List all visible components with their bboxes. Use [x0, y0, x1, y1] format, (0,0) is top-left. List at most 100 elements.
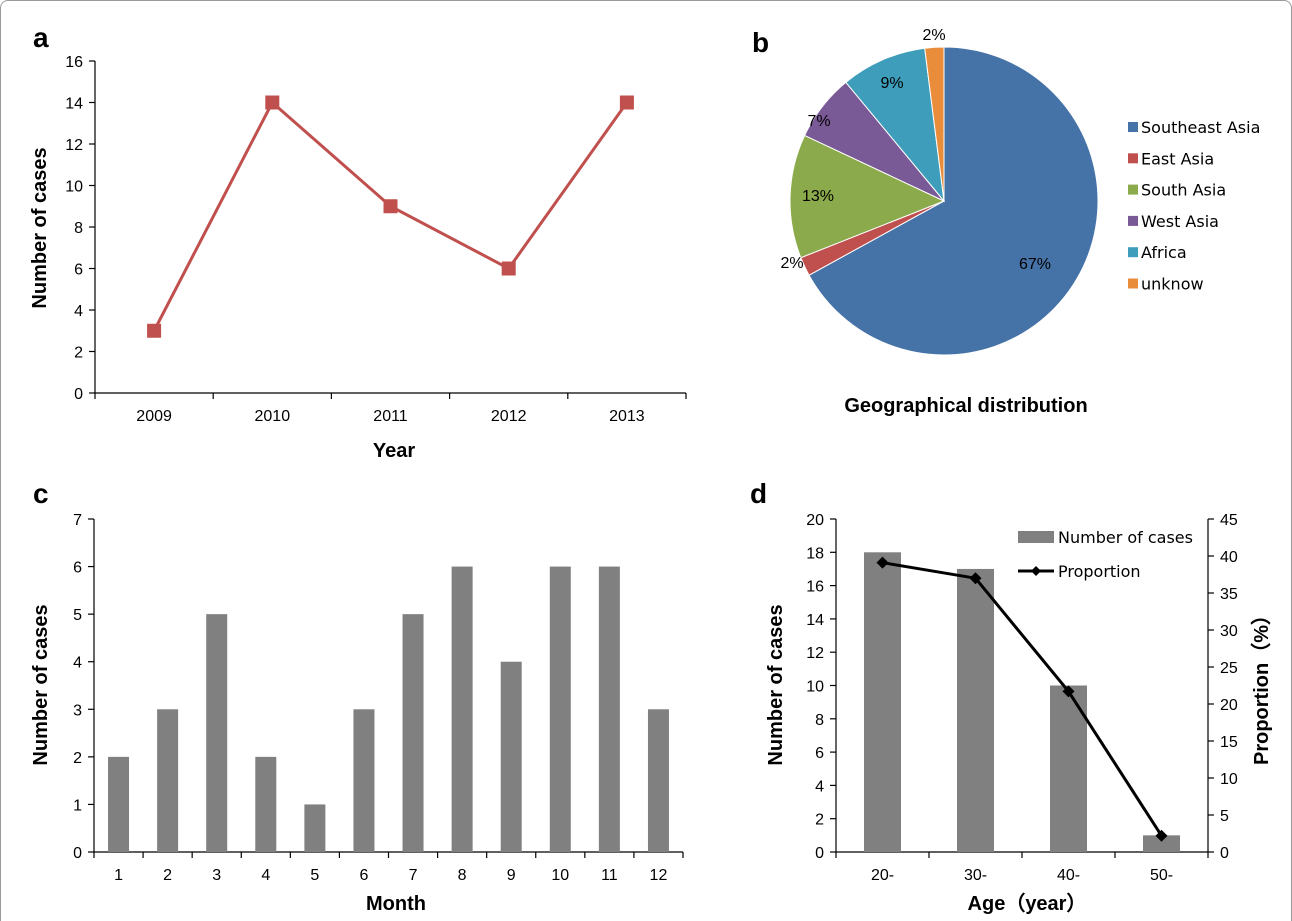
- slice-label: 13%: [802, 188, 834, 205]
- panel-label-c: c: [33, 478, 49, 509]
- y-tick-label: 2: [815, 812, 824, 829]
- bar: [1143, 835, 1180, 852]
- legend-label: Southeast Asia: [1141, 118, 1260, 137]
- series-line: [152, 100, 629, 332]
- y-tick-label: 20: [806, 512, 824, 529]
- legend-label: West Asia: [1141, 212, 1219, 231]
- slice-label: 2%: [780, 255, 803, 272]
- bar: [864, 552, 901, 852]
- y-tick-label: 14: [806, 612, 824, 629]
- chart-a-axes: 0 2 4 6 8 10 12 14 16 2009 2010 2011 2012 2013: [65, 54, 687, 425]
- y-right-tick-label: 25: [1220, 660, 1238, 677]
- x-tick-label: 5: [310, 867, 319, 884]
- x-tick-label: 4: [261, 867, 270, 884]
- y-tick-label: 6: [74, 262, 83, 279]
- chart-d-xlabel: Age（year）: [968, 892, 1087, 915]
- x-tick-label: 30-: [964, 867, 987, 884]
- slice-label: 2%: [922, 27, 945, 44]
- legend-label: South Asia: [1141, 181, 1226, 200]
- y-tick-label: 3: [73, 702, 82, 719]
- chart-a-marks: [147, 95, 634, 338]
- chart-c-marks: [108, 566, 669, 852]
- proportion-point: [1062, 685, 1075, 698]
- legend-marker: [1031, 566, 1041, 576]
- panel-label-a: a: [33, 22, 49, 53]
- chart-d-age-combo: 0 2 4 6 8 10 12 14 16 18 20 0 5 10 15 20 25 30 35 40 45 20- 30…: [765, 512, 1273, 915]
- chart-d-marks: [864, 552, 1180, 852]
- bar: [353, 709, 375, 852]
- bar: [108, 756, 130, 852]
- proportion-point: [969, 572, 982, 585]
- data-point: [501, 261, 516, 276]
- data-point: [265, 95, 280, 110]
- y-tick-label: 18: [806, 545, 824, 562]
- data-point: [619, 95, 634, 110]
- chart-b-title: Geographical distribution: [844, 395, 1087, 417]
- slice-label: 67%: [1019, 256, 1051, 273]
- pie-slice: [845, 47, 945, 203]
- x-tick-label: 2010: [255, 408, 291, 425]
- legend-swatch: [1128, 122, 1138, 132]
- chart-a-ylabel: Number of cases: [29, 147, 51, 308]
- y-right-tick-label: 5: [1220, 808, 1229, 825]
- proportion-point: [876, 556, 889, 569]
- y-tick-label: 16: [65, 54, 83, 71]
- chart-b-legend: Southeast Asia East Asia South Asia West As…: [1128, 118, 1260, 294]
- x-tick-label: 12: [650, 867, 668, 884]
- legend-label: East Asia: [1141, 149, 1214, 168]
- x-tick-label: 10: [551, 867, 569, 884]
- y-tick-label: 0: [74, 386, 83, 403]
- x-tick-label: 8: [458, 867, 467, 884]
- panel-label-b: b: [752, 27, 769, 58]
- chart-d-ylabel: Number of cases: [765, 604, 787, 765]
- legend-label: Number of cases: [1058, 528, 1193, 547]
- pie-slice: [808, 46, 1099, 356]
- y-right-tick-label: 45: [1220, 512, 1238, 529]
- x-tick-label: 7: [409, 867, 418, 884]
- data-point: [147, 323, 162, 338]
- bar: [255, 756, 277, 852]
- bar: [598, 566, 620, 852]
- slice-label: 9%: [880, 75, 903, 92]
- y-tick-label: 10: [806, 679, 824, 696]
- y-tick-label: 4: [73, 655, 82, 672]
- panel-label-d: d: [750, 478, 767, 509]
- bar: [157, 709, 179, 852]
- bar: [549, 566, 571, 852]
- y-tick-label: 5: [73, 607, 82, 624]
- x-tick-label: 40-: [1057, 867, 1080, 884]
- y-tick-label: 10: [65, 179, 83, 196]
- y-tick-label: 14: [65, 96, 83, 113]
- y-tick-label: 0: [73, 845, 82, 862]
- chart-d-legend: Number of cases Proportion: [1018, 528, 1193, 581]
- legend-label: Proportion: [1058, 562, 1141, 581]
- proportion-point: [1155, 829, 1168, 842]
- legend-label: Africa: [1141, 243, 1187, 262]
- y-right-tick-label: 20: [1220, 697, 1238, 714]
- pie-slice: [789, 134, 946, 259]
- chart-c-xlabel: Month: [366, 893, 426, 915]
- chart-a-year-line: 0 2 4 6 8 10 12 14 16 2009 2010 2011 2012 2013 Year N…: [29, 54, 687, 462]
- chart-c-ylabel: Number of cases: [30, 604, 52, 765]
- y-right-tick-label: 35: [1220, 586, 1238, 603]
- bar: [647, 709, 669, 852]
- legend-swatch: [1128, 153, 1138, 164]
- bar: [206, 614, 228, 852]
- y-tick-label: 4: [815, 778, 824, 795]
- legend-swatch: [1128, 184, 1138, 195]
- y-right-tick-label: 10: [1220, 771, 1238, 788]
- x-tick-label: 11: [601, 867, 618, 884]
- legend-swatch-bars: [1018, 531, 1054, 543]
- y-tick-label: 8: [74, 220, 83, 237]
- bar: [957, 568, 994, 852]
- legend-swatch: [1128, 278, 1138, 289]
- pie-slice: [924, 46, 945, 202]
- y-tick-label: 2: [74, 345, 83, 362]
- x-tick-label: 6: [360, 867, 369, 884]
- chart-a-xlabel: Year: [373, 440, 415, 462]
- y-right-tick-label: 40: [1220, 549, 1238, 566]
- x-tick-label: 2013: [609, 408, 645, 425]
